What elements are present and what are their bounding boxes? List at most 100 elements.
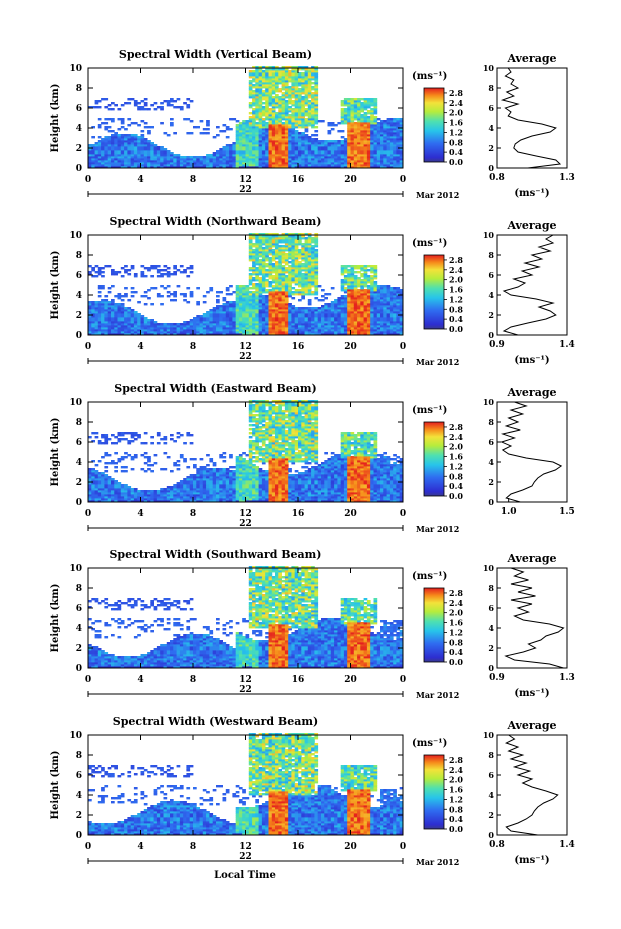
heatmap-cell: [281, 134, 286, 137]
heatmap-cell: [275, 128, 279, 131]
heatmap-cell: [189, 132, 194, 135]
heatmap-cell: [288, 265, 292, 268]
heatmap-cell: [229, 152, 233, 155]
heatmap-cell: [238, 138, 243, 141]
heatmap-cell: [314, 76, 319, 79]
heatmap-cell: [370, 122, 374, 125]
heatmap-cell: [393, 136, 397, 139]
heatmap-cell: [298, 122, 302, 125]
heatmap-cell: [160, 164, 164, 167]
heatmap-cell: [97, 100, 102, 103]
heatmap-cell: [317, 142, 322, 145]
x-tick-label: 16: [292, 175, 305, 185]
heatmap-cell: [373, 118, 378, 121]
heatmap-cell: [255, 126, 259, 129]
heatmap-cell: [373, 122, 378, 125]
heatmap-cell: [153, 152, 158, 155]
heatmap-cell: [294, 90, 299, 93]
heatmap-cell: [94, 102, 99, 105]
heatmap-cell: [278, 70, 282, 73]
heatmap-cell: [137, 152, 141, 155]
heatmap-cell: [304, 237, 309, 240]
heatmap-cell: [380, 164, 384, 167]
heatmap-cell: [386, 124, 391, 127]
heatmap-cell: [288, 78, 292, 81]
heatmap-cell: [370, 265, 374, 268]
heatmap-cell: [360, 148, 364, 151]
heatmap-cell: [291, 166, 296, 169]
heatmap-cell: [370, 166, 374, 169]
heatmap-cell: [255, 118, 259, 121]
heatmap-cell: [301, 118, 305, 121]
heatmap-cell: [140, 134, 145, 137]
heatmap-cell: [114, 142, 118, 145]
heatmap-cell: [360, 150, 364, 153]
heatmap-cell: [130, 140, 135, 143]
heatmap-cell: [317, 299, 322, 302]
heatmap-cell: [366, 126, 371, 129]
heatmap-cell: [193, 158, 197, 161]
heatmap-cell: [389, 130, 394, 133]
heatmap-cell: [268, 128, 273, 131]
heatmap-cell: [386, 130, 391, 133]
heatmap-cell: [120, 160, 125, 163]
heatmap-cell: [386, 156, 391, 159]
heatmap-cell: [275, 126, 279, 129]
heatmap-cell: [334, 162, 338, 165]
heatmap-cell: [307, 146, 312, 149]
heatmap-cell: [265, 108, 269, 111]
heatmap-cell: [327, 164, 332, 167]
heatmap-cell: [114, 134, 118, 137]
heatmap-cell: [298, 249, 302, 252]
heatmap-cell: [255, 164, 259, 167]
heatmap-cell: [383, 166, 387, 169]
heatmap-cell: [222, 152, 227, 155]
heatmap-cell: [166, 285, 171, 288]
heatmap-cell: [363, 128, 368, 131]
heatmap-cell: [311, 158, 315, 161]
heatmap-cell: [258, 150, 263, 153]
heatmap-cell: [97, 144, 102, 147]
heatmap-cell: [350, 142, 355, 145]
heatmap-cell: [88, 160, 92, 163]
heatmap-cell: [94, 146, 99, 149]
heatmap-cell: [222, 150, 227, 153]
heatmap-cell: [183, 293, 187, 296]
heatmap-cell: [245, 166, 250, 169]
heatmap-cell: [298, 160, 302, 163]
heatmap-cell: [366, 158, 371, 161]
heatmap-cell: [386, 120, 391, 123]
avg-y-tick-label: 6: [488, 103, 494, 113]
heatmap-cell: [153, 160, 158, 163]
heatmap-cell: [357, 144, 361, 147]
heatmap-cell: [307, 80, 312, 83]
heatmap-cell: [176, 269, 181, 272]
heatmap-cell: [396, 166, 401, 169]
heatmap-cell: [311, 148, 315, 151]
heatmap-cell: [340, 295, 345, 298]
heatmap-cell: [393, 287, 397, 290]
heatmap-cell: [258, 74, 263, 77]
heatmap-cell: [97, 152, 102, 155]
heatmap-cell: [248, 140, 253, 143]
heatmap-cell: [373, 156, 378, 159]
heatmap-cell: [396, 160, 401, 163]
heatmap-cell: [176, 162, 181, 165]
heatmap-cell: [156, 323, 161, 326]
heatmap-cell: [307, 94, 312, 97]
heatmap-cell: [120, 162, 125, 165]
heatmap-cell: [376, 132, 381, 135]
heatmap-cell: [120, 299, 125, 302]
heatmap-cell: [360, 156, 364, 159]
heatmap-cell: [120, 150, 125, 153]
heatmap-cell: [278, 114, 282, 117]
heatmap-cell: [97, 142, 102, 145]
heatmap-cell: [301, 104, 305, 107]
heatmap-cell: [278, 74, 282, 77]
heatmap-cell: [242, 120, 246, 123]
heatmap-cell: [275, 78, 279, 81]
heatmap-cell: [281, 70, 286, 73]
heatmap-cell: [173, 166, 177, 169]
heatmap-cell: [284, 114, 289, 117]
heatmap-cell: [265, 128, 269, 131]
